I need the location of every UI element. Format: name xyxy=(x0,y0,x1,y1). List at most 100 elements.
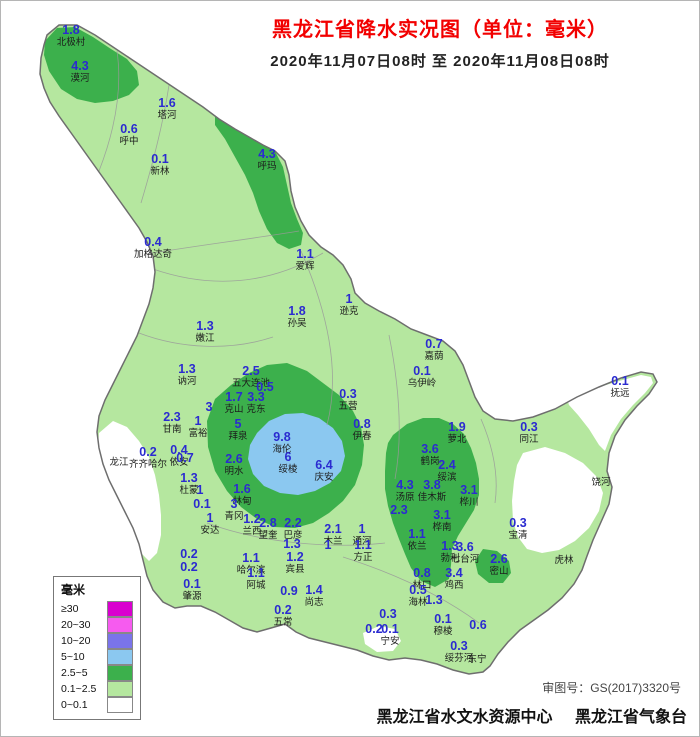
station-value: 2.6 xyxy=(490,552,508,566)
station-name: 讷河 xyxy=(177,376,197,388)
station-name: 七台河 xyxy=(450,554,480,566)
station-value: 1.7 xyxy=(225,390,243,404)
station-name: 加格达奇 xyxy=(133,249,173,261)
station-name: 龙江 xyxy=(109,457,129,468)
station: 0.1 xyxy=(193,497,210,511)
station: 0.3 宝清 xyxy=(508,516,527,541)
station: 1.6 塔河 xyxy=(157,96,176,121)
station-value: 0.2 xyxy=(274,603,292,617)
station-name: 明水 xyxy=(224,466,244,478)
station-name: 鸡西 xyxy=(444,580,464,592)
station: 2.1 木兰 xyxy=(323,522,343,548)
station-value: 9.8 xyxy=(273,430,291,444)
legend-row: 0.1~2.5 xyxy=(61,681,133,697)
station: 4.3 汤原 xyxy=(395,478,414,503)
station-name: 杜蒙 xyxy=(179,485,199,497)
station-name: 萝北 xyxy=(447,434,467,446)
legend-row: 0~0.1 xyxy=(61,697,133,713)
station-name: 尚志 xyxy=(304,597,324,609)
station: 0.1 乌伊岭 xyxy=(408,364,437,389)
legend-label: 20~30 xyxy=(61,619,91,631)
station: 3 xyxy=(206,400,213,414)
station-name: 桦南 xyxy=(432,522,452,534)
station: 1.9 萝北 xyxy=(447,420,467,446)
province-outline xyxy=(39,24,658,675)
precip-zone-white-south xyxy=(363,626,401,652)
station: 0.1 新林 xyxy=(150,152,169,177)
station-value: 0.8 xyxy=(413,566,431,580)
station-value: 3.6 xyxy=(456,540,474,554)
agency-meteorology: 黑龙江省气象台 xyxy=(574,709,687,726)
station-name: 木兰 xyxy=(323,536,343,548)
station-name: 哈尔滨 xyxy=(236,565,266,577)
station-name: 五常 xyxy=(273,617,293,629)
station: 1.1 阿城 xyxy=(246,566,265,591)
legend: 毫米 ≥30 20~30 10~20 5~10 2.5~5 0.1~2.5 0~0.1 xyxy=(53,576,141,720)
station-value: 1.8 xyxy=(62,23,80,37)
station-value: 0.3 xyxy=(520,420,538,434)
station-value: 1.3 xyxy=(283,537,301,551)
station: 3.1 桦南 xyxy=(432,508,452,534)
station: 1.2 兰西 xyxy=(242,512,261,537)
station: 2.3 甘南 xyxy=(162,410,181,435)
station-name: 巴彦 xyxy=(283,530,303,542)
station: 0.5 xyxy=(256,380,273,394)
station: 0.6 xyxy=(469,618,486,632)
legend-rows: ≥30 20~30 10~20 5~10 2.5~5 0.1~2.5 0~0.1 xyxy=(61,601,133,713)
station: 0.1 宁安 xyxy=(380,622,399,647)
station-value: 0.1 xyxy=(151,152,169,166)
station-value: 0.2 xyxy=(180,547,198,561)
station: 1.1 方正 xyxy=(353,538,373,564)
station: 1.1 依兰 xyxy=(407,527,426,552)
station-name: 抚远 xyxy=(610,388,630,400)
precip-zone-green-mohe xyxy=(44,27,139,103)
station-name: 林甸 xyxy=(232,496,252,508)
station: 0.8 伊春 xyxy=(352,417,372,443)
station-name: 方正 xyxy=(353,552,373,564)
station-value: 4.3 xyxy=(258,147,276,161)
station-name: 绥芬河 xyxy=(444,653,474,665)
station: 3.1 桦川 xyxy=(459,483,478,508)
station: 1 通河 xyxy=(352,522,371,547)
station-value: 3.1 xyxy=(433,508,451,522)
station-name: 鹤岗 xyxy=(420,456,440,468)
station-value: 1.1 xyxy=(408,527,426,541)
station: 1 富裕 xyxy=(188,414,208,440)
station: 9.8 海伦 xyxy=(272,430,291,455)
precip-zone-white-east xyxy=(512,447,603,553)
station-value: 0.1 xyxy=(183,577,201,591)
station-name: 绥棱 xyxy=(278,464,298,476)
station-name: 同江 xyxy=(519,434,539,446)
station: 饶河 xyxy=(591,477,610,488)
station-value: 0.1 xyxy=(381,622,399,636)
station-name: 虎林 xyxy=(554,555,574,566)
station: 1.7 克山 xyxy=(224,390,244,416)
station-name: 五大连池 xyxy=(231,378,271,390)
station-value: 0.4 xyxy=(144,235,162,249)
station-value: 1.1 xyxy=(242,551,260,565)
precip-zone-green-east xyxy=(385,418,479,587)
station-name: 克山 xyxy=(224,404,244,416)
station-value: 0.7 xyxy=(425,337,443,351)
station-value: 1 xyxy=(196,483,204,497)
station: 3.3 克东 xyxy=(246,390,266,416)
station: 1 xyxy=(196,483,204,497)
station-value: 0.3 xyxy=(339,387,357,401)
legend-swatch xyxy=(107,617,133,633)
station-value: 0.8 xyxy=(353,417,371,431)
station: 1.1 哈尔滨 xyxy=(236,551,266,577)
station-value: 1.2 xyxy=(243,512,261,526)
station-value: 4.3 xyxy=(396,478,414,492)
station-name: 富裕 xyxy=(188,428,208,440)
station-name: 漠河 xyxy=(70,73,90,85)
station-name: 青冈 xyxy=(224,511,244,523)
station-name: 克东 xyxy=(246,404,266,416)
precip-zone-white-west xyxy=(98,421,161,561)
station: 东宁 xyxy=(467,654,486,665)
station-value: 5 xyxy=(234,417,242,431)
station: 0.2 xyxy=(365,622,382,636)
legend-label: ≥30 xyxy=(61,603,79,615)
station: 6.4 庆安 xyxy=(314,458,333,483)
station-name: 伊春 xyxy=(352,431,372,443)
station: 0.1 肇源 xyxy=(182,577,201,602)
